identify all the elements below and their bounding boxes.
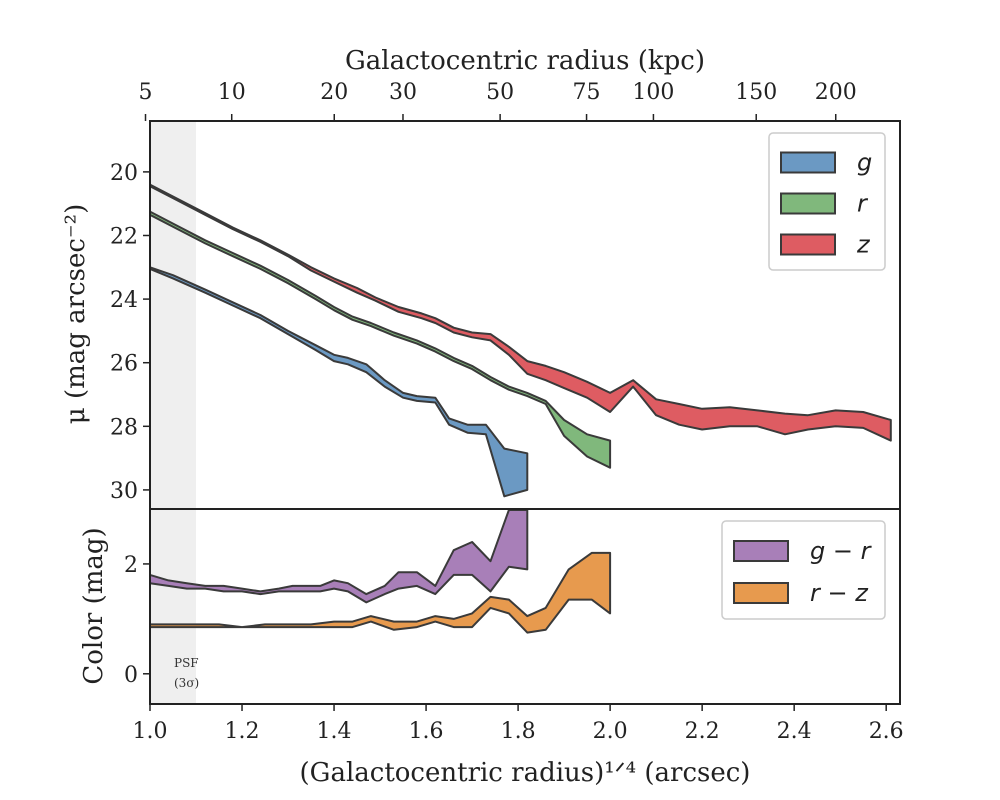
surface-brightness-panel: 20 22 24 26 28 30 5 10 20 30 50 75 100 150 200 Galact…: [61, 46, 901, 510]
psf-region-shading: [150, 121, 197, 509]
color-panel: 02 1.0 1.2 1.4 1.6 1.8 2.0 2.2 2.4 2.6 PSF (3σ) …: [79, 508, 904, 788]
band-r-minus-z: [149, 551, 612, 634]
color-y-ticks: 02: [124, 553, 150, 688]
top-y-ticks: 20 22 24 26 28 30: [110, 161, 150, 504]
color-y-tick-label: 2: [124, 553, 138, 578]
legend-label: r − z: [810, 579, 869, 607]
band-g-minus-r: [149, 509, 529, 604]
x-tick-label: 1.6: [409, 719, 444, 744]
color-series-group: [149, 509, 612, 634]
y-tick-label: 28: [110, 415, 138, 440]
y-tick-label: 26: [110, 352, 138, 377]
y-tick-label: 30: [110, 479, 138, 504]
psf-label: PSF: [174, 656, 199, 670]
legend-label: z: [856, 231, 871, 259]
radius-x-ticks: 1.0 1.2 1.4 1.6 1.8 2.0 2.2 2.4 2.6: [133, 704, 904, 744]
top-x-tick-label: 75: [573, 80, 601, 105]
x-tick-label: 2.2: [685, 719, 720, 744]
top-kpc-ticks: 5 10 20 30 50 75 100 150 200: [139, 80, 857, 121]
legend-swatch: [780, 151, 836, 174]
y-tick-label: 22: [110, 224, 138, 249]
top-x-tick-label: 150: [735, 80, 777, 105]
band-r: [149, 210, 612, 469]
top-x-tick-label: 100: [632, 80, 674, 105]
color-legend: g − r r − z: [721, 520, 886, 620]
x-tick-label: 1.4: [317, 719, 352, 744]
x-tick-label: 1.0: [133, 719, 168, 744]
x-tick-label: 2.4: [777, 719, 812, 744]
mu-axis-title: μ (mag arcsec⁻²): [61, 204, 91, 424]
brightness-legend: grz: [768, 132, 886, 271]
bottom-axis-title: (Galactocentric radius)¹ᐟ⁴ (arcsec): [300, 758, 751, 788]
x-tick-label: 1.8: [501, 719, 536, 744]
top-x-tick-label: 5: [139, 80, 153, 105]
top-axis-title: Galactocentric radius (kpc): [345, 46, 705, 76]
legend-label: g − r: [810, 537, 873, 565]
color-axis-title: Color (mag): [79, 527, 109, 684]
y-tick-label: 20: [110, 161, 138, 186]
top-x-tick-label: 30: [389, 80, 417, 105]
top-x-tick-label: 20: [320, 80, 348, 105]
x-tick-label: 1.2: [225, 719, 260, 744]
psf-sigma-label: (3σ): [174, 676, 199, 690]
psf-region-shading: [150, 509, 197, 704]
legend-label: r: [857, 190, 869, 218]
top-x-tick-label: 200: [815, 80, 857, 105]
legend-swatch: [733, 582, 789, 604]
legend-swatch: [780, 233, 836, 256]
band-g: [149, 266, 529, 498]
x-tick-label: 2.6: [869, 719, 904, 744]
legend-swatch: [733, 540, 789, 562]
legend-swatch: [780, 192, 836, 215]
band-z: [149, 183, 892, 442]
legend-label: g: [857, 149, 872, 177]
bottom-panel-frame: [149, 508, 901, 705]
color-y-tick-label: 0: [124, 663, 138, 688]
top-x-tick-label: 50: [486, 80, 514, 105]
brightness-series-group: [149, 183, 892, 498]
y-tick-label: 24: [110, 288, 138, 313]
top-x-tick-label: 10: [218, 80, 246, 105]
x-tick-label: 2.0: [593, 719, 628, 744]
